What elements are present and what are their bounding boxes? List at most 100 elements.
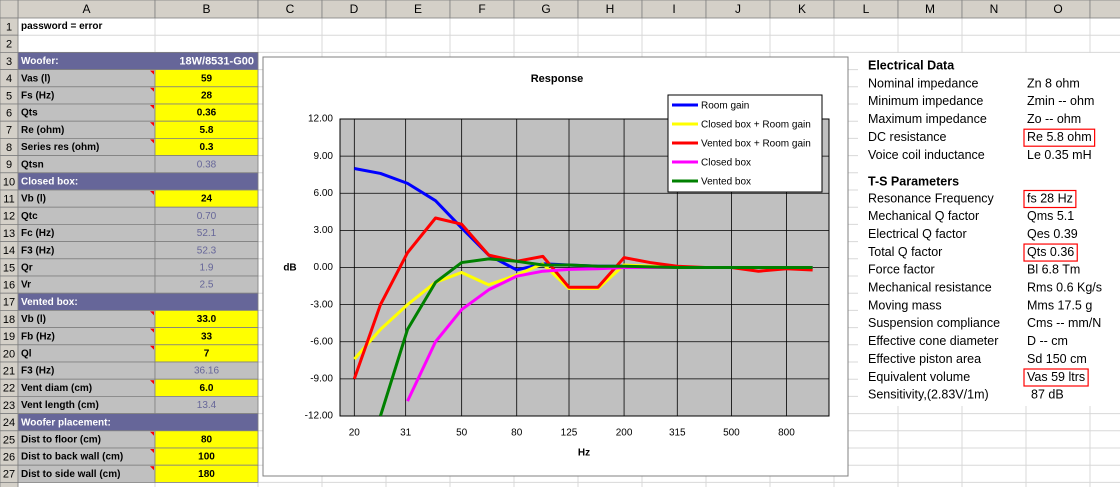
y-tick-label: 9.00 bbox=[314, 151, 334, 162]
y-tick-label: -3.00 bbox=[310, 299, 333, 310]
parameter-value: 0.38 bbox=[197, 159, 217, 170]
spec-label: Effective cone diameter bbox=[868, 334, 998, 348]
column-header-label: N bbox=[990, 2, 999, 16]
corner-cell bbox=[0, 0, 19, 19]
legend-label: Closed box + Room gain bbox=[701, 120, 811, 131]
spec-value: Vas 59 ltrs bbox=[1027, 370, 1085, 384]
spec-panel bbox=[858, 53, 1120, 406]
row-header-label: 2 bbox=[6, 39, 12, 51]
parameter-label: Fs (Hz) bbox=[21, 91, 54, 102]
cell-text: password = error bbox=[21, 21, 103, 32]
y-tick-label: -12.00 bbox=[305, 411, 334, 422]
row-header-label: 27 bbox=[3, 469, 15, 481]
column-header-label: I bbox=[672, 2, 675, 16]
column-header-label: C bbox=[286, 2, 295, 16]
spec-label: Resonance Frequency bbox=[868, 191, 995, 205]
row-header-label: 12 bbox=[3, 211, 15, 223]
row-header-label: 22 bbox=[3, 383, 15, 395]
parameter-label: Qtsn bbox=[21, 159, 44, 170]
parameter-label: Vr bbox=[21, 280, 31, 291]
y-tick-label: -6.00 bbox=[310, 336, 333, 347]
row-header bbox=[0, 481, 19, 487]
spec-value: Le 0.35 mH bbox=[1027, 148, 1092, 162]
y-tick-label: 0.00 bbox=[314, 262, 334, 273]
comment-indicator bbox=[150, 70, 154, 75]
section-title: Electrical Data bbox=[868, 58, 955, 72]
highlight-box bbox=[1023, 189, 1077, 209]
parameter-label: F3 (Hz) bbox=[21, 366, 54, 377]
spec-value: Re 5.8 ohm bbox=[1027, 130, 1092, 144]
y-axis-label: dB bbox=[283, 263, 296, 274]
parameter-value: 1.9 bbox=[200, 263, 214, 274]
parameter-label: Qr bbox=[21, 263, 33, 274]
spec-value: Bl 6.8 Tm bbox=[1027, 263, 1080, 277]
column-header bbox=[1089, 0, 1120, 19]
comment-indicator bbox=[150, 345, 154, 350]
x-tick-label: 125 bbox=[561, 428, 578, 439]
parameter-label: Dist to side wall (cm) bbox=[21, 469, 120, 480]
comment-indicator bbox=[150, 105, 154, 109]
parameter-label: Fb (Hz) bbox=[21, 331, 55, 342]
parameter-label: Fc (Hz) bbox=[21, 228, 54, 239]
row-header-label: 16 bbox=[3, 280, 15, 292]
column-header-label: E bbox=[414, 2, 422, 16]
parameter-label: Qts bbox=[21, 108, 38, 119]
spec-value: Qts 0.36 bbox=[1027, 245, 1074, 259]
y-tick-label: 12.00 bbox=[308, 114, 333, 125]
parameter-label: Qtc bbox=[21, 211, 38, 222]
parameter-value: 59 bbox=[201, 73, 213, 84]
row-header-label: 10 bbox=[3, 176, 15, 188]
row-header-label: 7 bbox=[6, 125, 12, 137]
spec-label: Sensitivity,(2.83V/1m) bbox=[868, 388, 989, 402]
parameter-value: 13.4 bbox=[197, 400, 217, 411]
parameter-label: Vas (l) bbox=[21, 73, 50, 84]
row-header-label: 13 bbox=[3, 228, 15, 240]
parameter-value: 36.16 bbox=[194, 366, 219, 377]
spec-value: 87 dB bbox=[1031, 388, 1064, 402]
spec-value: Zmin -- ohm bbox=[1027, 94, 1094, 108]
parameter-label: Vent diam (cm) bbox=[21, 383, 92, 394]
x-tick-label: 20 bbox=[349, 428, 361, 439]
column-header-label: F bbox=[478, 2, 485, 16]
column-header-label: D bbox=[350, 2, 359, 16]
comment-indicator bbox=[150, 380, 154, 385]
spec-label: Minimum impedance bbox=[868, 94, 983, 108]
parameter-label: Vent length (cm) bbox=[21, 400, 99, 411]
row-header-label: 17 bbox=[3, 297, 15, 309]
row-header-label: 14 bbox=[3, 245, 15, 257]
parameter-value: 24 bbox=[201, 194, 213, 205]
parameter-label: Dist to back wall (cm) bbox=[21, 452, 123, 463]
parameter-value: 33.0 bbox=[197, 314, 217, 325]
spec-label: Suspension compliance bbox=[868, 316, 1000, 330]
column-header-label: K bbox=[798, 2, 806, 16]
parameter-value: 6.0 bbox=[200, 383, 214, 394]
spec-value: Cms -- mm/N bbox=[1027, 316, 1101, 330]
y-tick-label: -9.00 bbox=[310, 374, 333, 385]
comment-indicator bbox=[150, 191, 154, 195]
spec-value: Mms 17.5 g bbox=[1027, 298, 1092, 312]
row-header-label: 5 bbox=[6, 90, 12, 102]
input-cell bbox=[154, 464, 259, 483]
label-cell bbox=[17, 206, 156, 225]
column-header-label: G bbox=[541, 2, 550, 16]
x-tick-label: 800 bbox=[778, 428, 795, 439]
label-cell bbox=[17, 275, 156, 294]
spec-value: Qes 0.39 bbox=[1027, 227, 1078, 241]
legend-label: Vented box + Room gain bbox=[701, 139, 811, 150]
spec-label: Nominal impedance bbox=[868, 76, 979, 90]
comment-indicator bbox=[150, 122, 154, 127]
spec-label: DC resistance bbox=[868, 130, 947, 144]
spec-value: Zn 8 ohm bbox=[1027, 76, 1080, 90]
row-header-label: 8 bbox=[6, 142, 12, 154]
column-header-label: H bbox=[606, 2, 615, 16]
row-header-label: 18 bbox=[3, 314, 15, 326]
parameter-value: 2.5 bbox=[200, 280, 214, 291]
parameter-label: Vb (l) bbox=[21, 194, 46, 205]
legend-label: Room gain bbox=[701, 101, 749, 112]
row-header-label: 3 bbox=[6, 56, 12, 68]
legend-label: Closed box bbox=[701, 158, 751, 169]
x-tick-label: 315 bbox=[669, 428, 686, 439]
parameter-label: Vb (l) bbox=[21, 314, 46, 325]
highlight-box bbox=[1023, 128, 1096, 147]
